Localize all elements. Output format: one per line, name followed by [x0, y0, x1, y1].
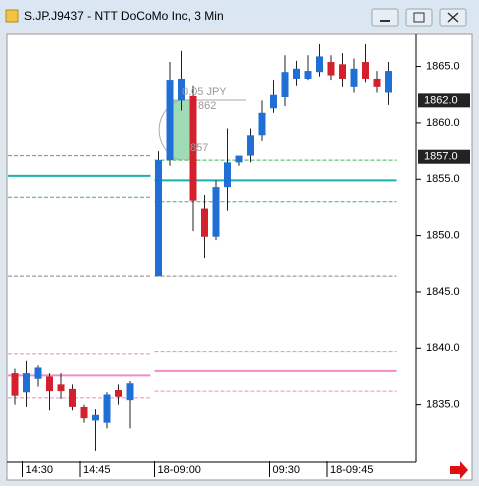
- candle-body: [34, 367, 42, 379]
- candle-body: [80, 406, 88, 419]
- x-tick-label: 18-09:00: [158, 464, 201, 476]
- candle-body: [327, 62, 335, 76]
- candle-body: [69, 388, 76, 407]
- candle-body: [115, 390, 122, 397]
- y-tick-label: 1860.0: [426, 117, 460, 129]
- price-tag-label: 1862.0: [424, 94, 458, 106]
- candle-body: [201, 208, 208, 237]
- candle-body: [178, 78, 185, 101]
- measure-label: 0.05 JPY: [182, 86, 227, 98]
- title-bar: [0, 0, 479, 30]
- candle-body: [270, 94, 277, 109]
- price-tag-label: 1857.0: [424, 151, 458, 163]
- candle-body: [189, 95, 197, 201]
- price-tag: [418, 93, 470, 108]
- candle-body: [166, 80, 174, 161]
- candle-body: [304, 71, 312, 79]
- candle-body: [235, 155, 243, 163]
- candle-body: [316, 56, 323, 73]
- measure-label: 862: [198, 100, 216, 112]
- candle-body: [212, 187, 220, 237]
- x-tick-label: 14:45: [83, 464, 111, 476]
- candle-body: [362, 62, 369, 79]
- chart-area: [6, 33, 473, 481]
- x-tick-label: 14:30: [26, 464, 54, 476]
- y-tick-label: 1865.0: [426, 60, 460, 72]
- y-tick-label: 1845.0: [426, 286, 460, 298]
- window-title: S.JP.J9437 - NTT DoCoMo Inc, 3 Min: [24, 9, 224, 23]
- candle-body: [385, 71, 392, 93]
- maximize-button[interactable]: [405, 8, 433, 27]
- minimize-button[interactable]: [371, 8, 399, 27]
- candle-body: [258, 112, 266, 136]
- y-tick-label: 1835.0: [426, 399, 460, 411]
- icon: [413, 12, 425, 23]
- measure-label: 857: [190, 142, 208, 154]
- window-buttons[interactable]: [371, 8, 467, 27]
- candle-body: [155, 160, 162, 277]
- candle-body: [247, 135, 254, 156]
- y-tick-label: 1850.0: [426, 230, 460, 242]
- x-tick-label: 18-09:45: [330, 464, 373, 476]
- candle-body: [103, 394, 111, 423]
- candle-body: [224, 162, 231, 188]
- price-tag: [418, 149, 470, 164]
- candle-body: [126, 383, 134, 401]
- candle-body: [339, 64, 346, 79]
- candle-body: [350, 68, 358, 87]
- candle-body: [46, 376, 53, 392]
- candle-body: [293, 68, 300, 79]
- candle-body: [373, 78, 381, 87]
- candle-body: [23, 373, 30, 393]
- x-tick-label: 09:30: [273, 464, 301, 476]
- window-icon: [5, 9, 19, 23]
- y-tick-label: 1855.0: [426, 173, 460, 185]
- candle-body: [92, 414, 99, 421]
- scroll-arrow[interactable]: [450, 461, 468, 479]
- y-tick-label: 1840.0: [426, 342, 460, 354]
- candle-body: [11, 373, 19, 396]
- icon: [447, 12, 459, 23]
- candle-body: [281, 72, 289, 97]
- candle-body: [57, 384, 65, 392]
